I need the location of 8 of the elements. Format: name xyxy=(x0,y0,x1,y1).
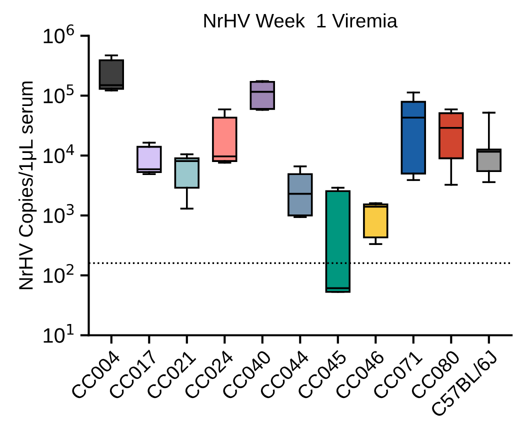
y-tick-label: 10$^{3}$ xyxy=(44,204,74,224)
y-tick-label: 10$^{5}$ xyxy=(44,84,74,104)
y-tick-label: 10$^{2}$ xyxy=(44,264,74,283)
chart-title: NrHV Week 1 Viremia xyxy=(204,13,398,28)
y-axis-title: NrHV Copies/1μL serum xyxy=(18,82,37,290)
y-tick-label: 10$^{4}$ xyxy=(44,144,74,164)
y-tick-label: 10$^{1}$ xyxy=(44,324,74,343)
y-tick-label: 10$^{6}$ xyxy=(44,24,74,44)
